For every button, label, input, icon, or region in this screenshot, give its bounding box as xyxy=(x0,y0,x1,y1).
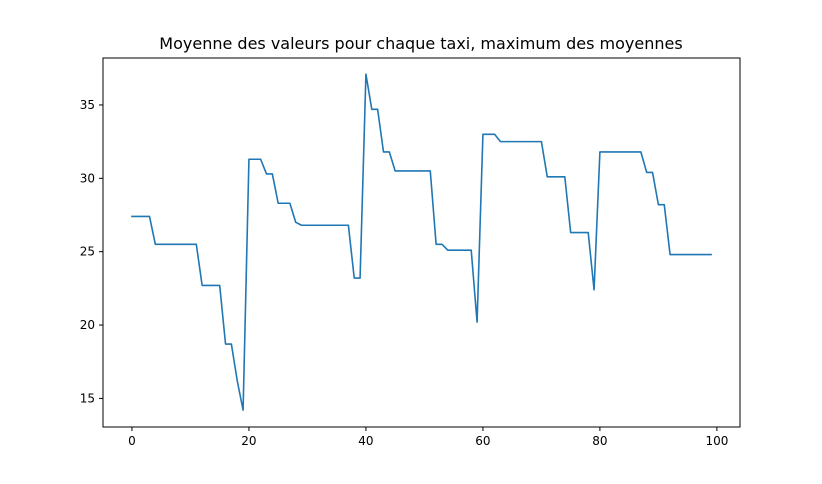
axis-ticks: 0 20 40 60 80 100 15 20 25 30 35 xyxy=(80,98,729,448)
plot-area-frame xyxy=(102,57,741,428)
chart-title: Moyenne des valeurs pour chaque taxi, ma… xyxy=(159,34,682,53)
y-tick-label: 35 xyxy=(80,98,95,112)
x-tick-label: 20 xyxy=(241,434,256,448)
y-tick-label: 25 xyxy=(80,245,95,259)
series-layer xyxy=(131,73,712,411)
y-tick-label: 20 xyxy=(80,318,95,332)
y-tick-label: 30 xyxy=(80,171,95,185)
x-tick-label: 0 xyxy=(128,434,136,448)
y-tick-label: 15 xyxy=(80,391,95,405)
x-tick-label: 100 xyxy=(705,434,728,448)
series-line xyxy=(131,73,712,411)
x-tick-label: 60 xyxy=(475,434,490,448)
x-tick-label: 40 xyxy=(358,434,373,448)
x-tick-label: 80 xyxy=(592,434,607,448)
